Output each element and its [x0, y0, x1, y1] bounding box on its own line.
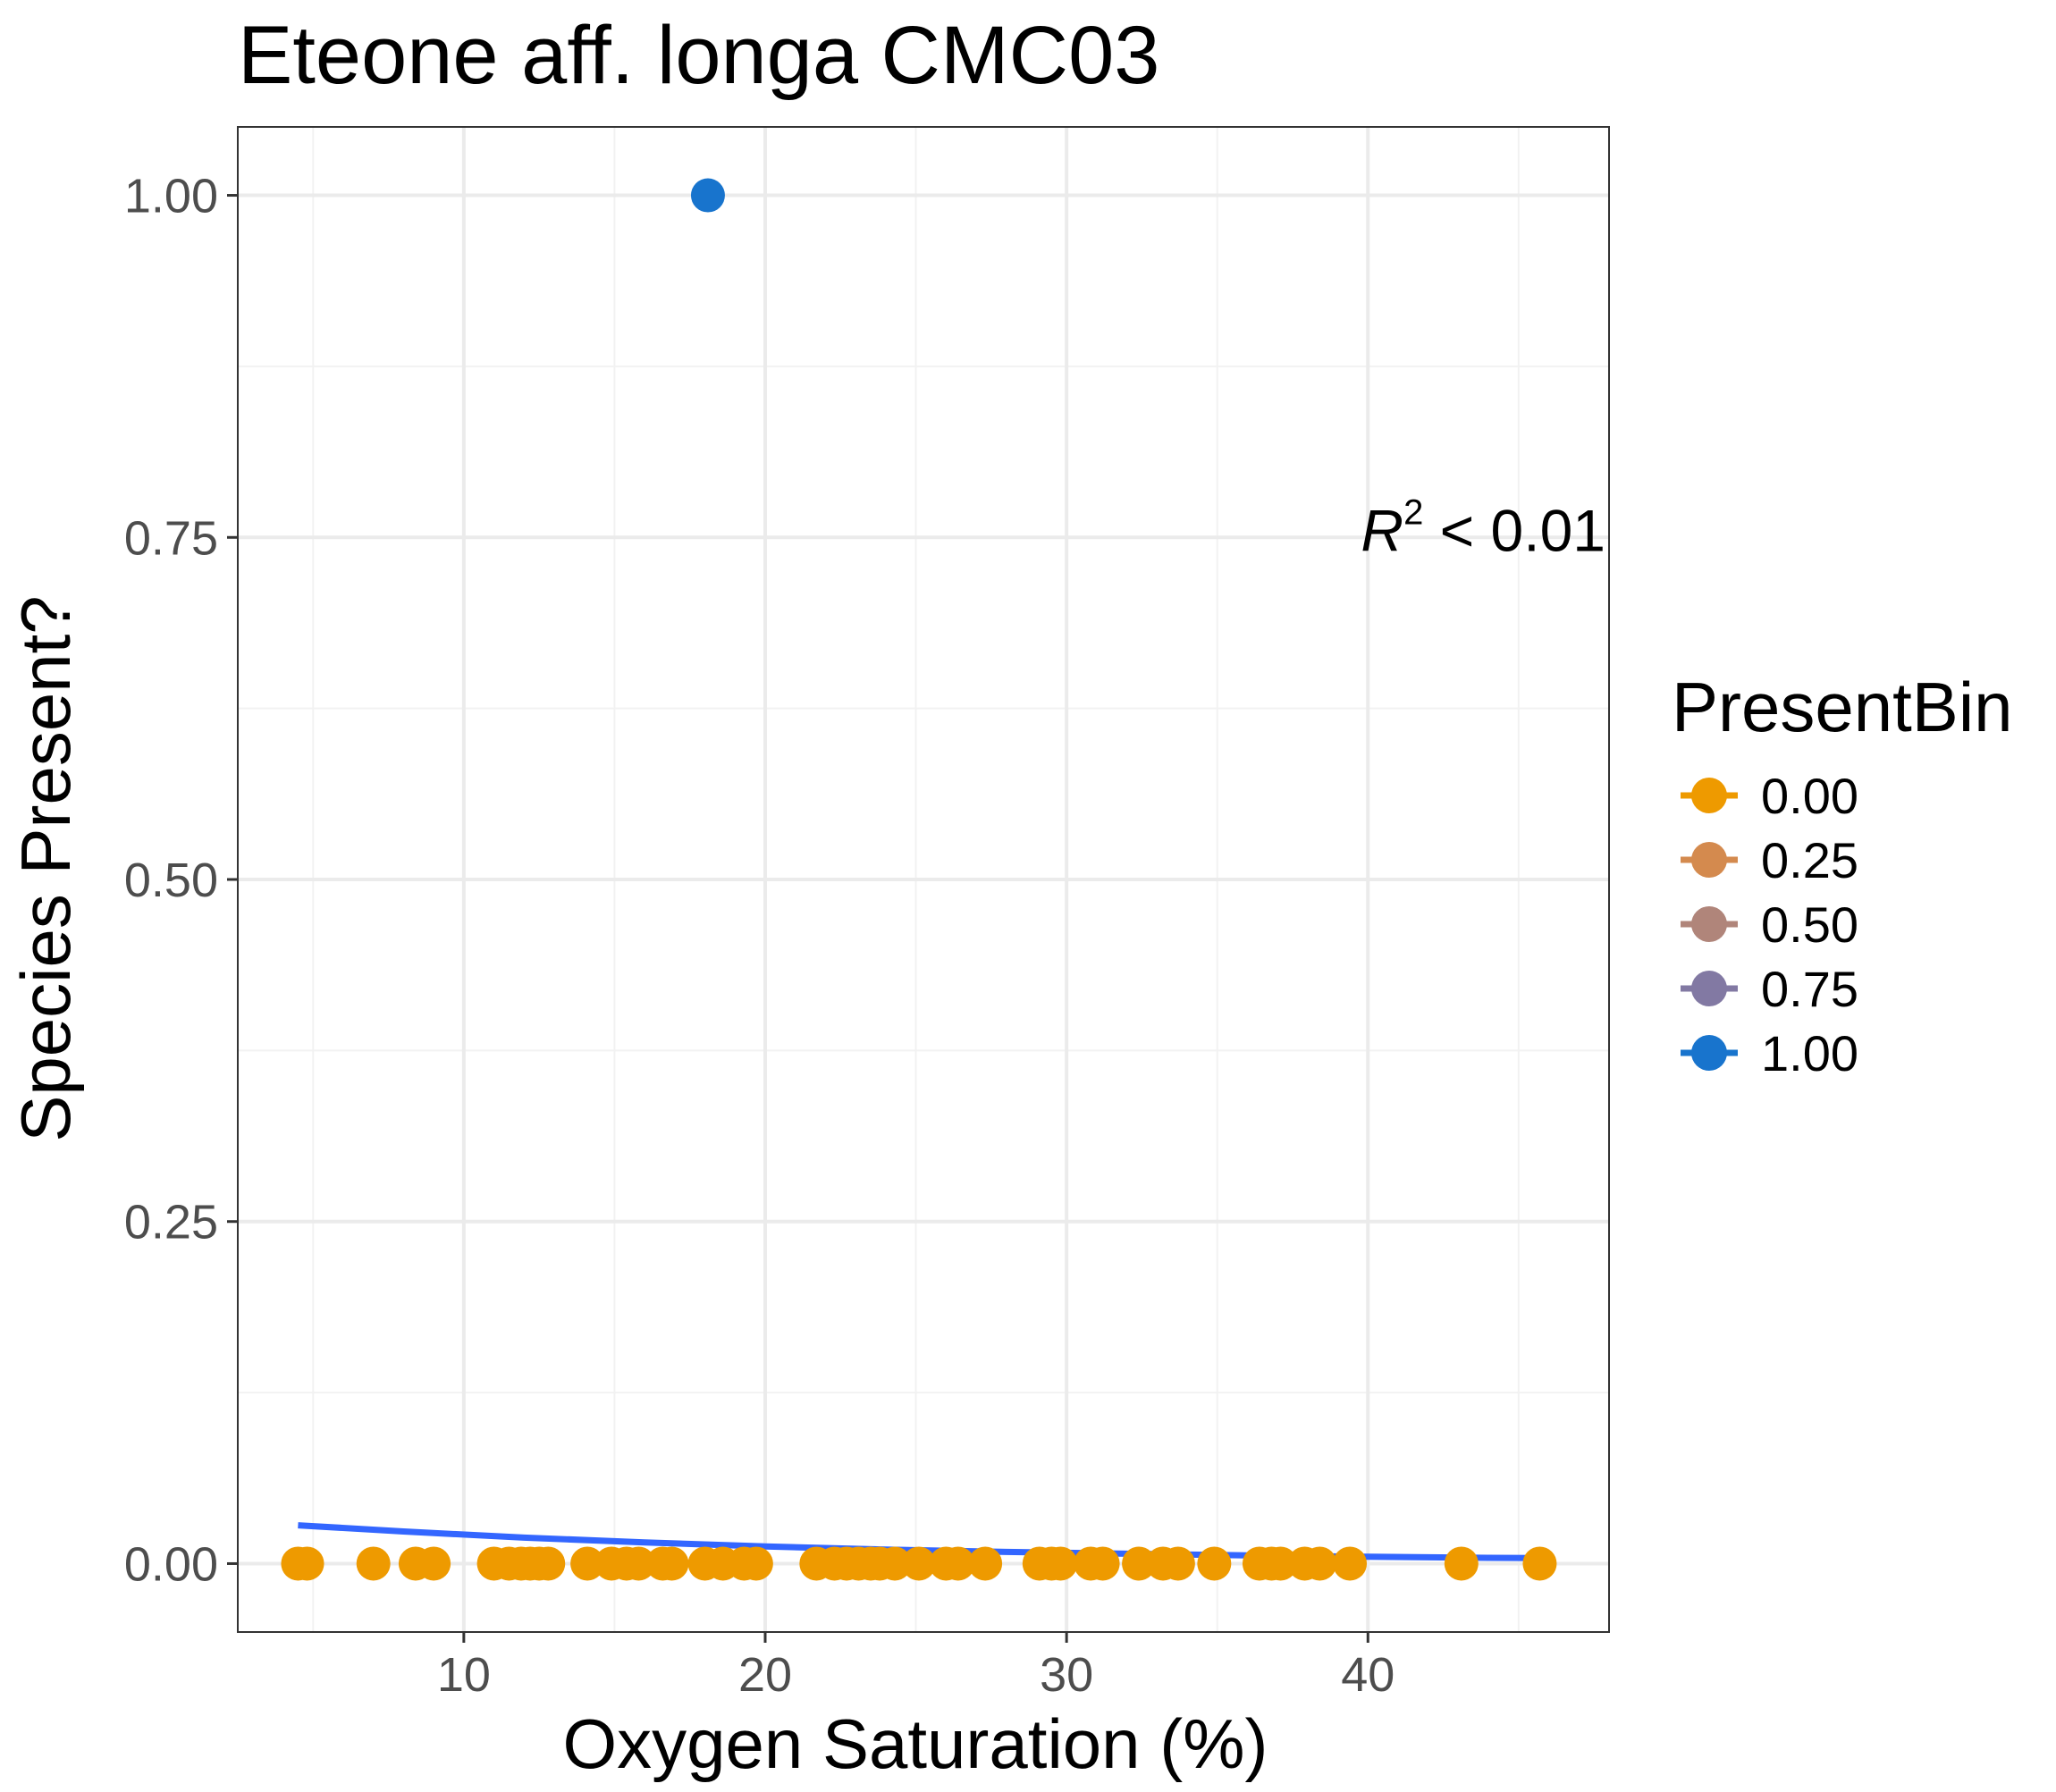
chart-title: Eteone aff. longa CMC03: [238, 10, 1159, 101]
data-point: [1122, 1546, 1157, 1581]
legend-label: 0.50: [1761, 896, 1858, 953]
legend-entry: 0.25: [1681, 832, 1858, 888]
points-layer: [281, 178, 1557, 1581]
data-point: [654, 1546, 689, 1581]
legend-keys: 0.00 0.25 0.50 0.75 1.00: [1681, 768, 1858, 1081]
data-point: [417, 1546, 451, 1581]
data-point: [901, 1546, 936, 1581]
legend-key-point: [1691, 1035, 1727, 1071]
legend-key-point: [1691, 778, 1727, 813]
y-axis: 0.00 0.25 0.50 0.75 1.00: [124, 170, 238, 1591]
legend-entry: 0.00: [1681, 768, 1858, 824]
data-point: [1085, 1546, 1120, 1581]
legend-key-point: [1691, 842, 1727, 878]
data-point: [356, 1546, 391, 1581]
legend-entry: 1.00: [1681, 1025, 1858, 1081]
data-point: [1043, 1546, 1078, 1581]
legend-label: 0.00: [1761, 768, 1858, 824]
data-point: [570, 1546, 605, 1581]
legend-label: 0.75: [1761, 961, 1858, 1017]
data-point: [531, 1546, 566, 1581]
legend: PresentBin 0.00 0.25 0.50 0.75 1.00: [1672, 668, 2013, 1081]
data-point: [1302, 1546, 1337, 1581]
data-point: [968, 1546, 1003, 1581]
legend-key-point: [1691, 906, 1727, 942]
legend-entry: 0.50: [1681, 896, 1858, 953]
x-tick-label: 10: [437, 1648, 491, 1702]
data-point: [290, 1546, 324, 1581]
legend-entry: 0.75: [1681, 961, 1858, 1017]
x-axis-title: Oxygen Saturation (%): [562, 1704, 1268, 1783]
y-tick-label: 1.00: [124, 170, 218, 223]
y-tick-label: 0.75: [124, 511, 218, 565]
x-tick-label: 40: [1341, 1648, 1395, 1702]
data-point: [1197, 1546, 1232, 1581]
legend-label: 1.00: [1761, 1025, 1858, 1081]
data-point: [877, 1546, 912, 1581]
legend-key-point: [1691, 971, 1727, 1006]
y-tick-label: 0.50: [124, 854, 218, 907]
data-point: [1522, 1546, 1557, 1581]
data-point: [1333, 1546, 1368, 1581]
x-tick-label: 30: [1040, 1648, 1093, 1702]
data-point: [1160, 1546, 1195, 1581]
legend-title: PresentBin: [1672, 668, 2013, 746]
y-axis-title: Species Present?: [6, 595, 85, 1141]
r-superscript: 2: [1403, 493, 1423, 533]
r-squared-annotation: R2 < 0.01: [1361, 493, 1605, 564]
data-point: [738, 1546, 773, 1581]
data-point: [940, 1546, 975, 1581]
data-point: [1263, 1546, 1298, 1581]
legend-label: 0.25: [1761, 832, 1858, 888]
y-tick-label: 0.25: [124, 1196, 218, 1249]
data-point: [690, 178, 725, 213]
y-tick-label: 0.00: [124, 1537, 218, 1591]
x-axis: 10 20 30 40: [437, 1632, 1395, 1702]
data-point: [621, 1546, 656, 1581]
x-tick-label: 20: [738, 1648, 792, 1702]
data-point: [1444, 1546, 1479, 1581]
r-symbol: R: [1361, 498, 1403, 564]
r-value: < 0.01: [1423, 498, 1605, 564]
